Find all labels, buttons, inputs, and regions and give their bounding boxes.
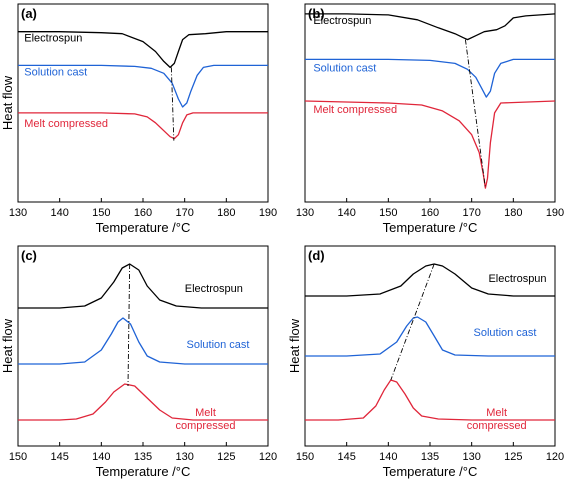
x-tick-label: 130: [296, 207, 314, 219]
x-axis-label: Temperature /°C: [383, 220, 478, 235]
series-line-solution-cast: [18, 317, 268, 365]
series-line-melt-compressed: [305, 379, 555, 421]
x-tick-label: 180: [217, 207, 235, 219]
series-line-melt-compressed: [304, 100, 556, 189]
series-label: Electrospun: [313, 15, 371, 27]
series-line-melt-compressed: [18, 112, 268, 140]
x-tick-label: 170: [175, 207, 193, 219]
series-label: Solution cast: [24, 66, 87, 78]
x-tick-label: 150: [296, 451, 314, 463]
x-tick-label: 140: [92, 451, 110, 463]
series-label: Melt compressed: [467, 407, 527, 432]
x-tick-label: 130: [462, 451, 480, 463]
peak-guide-line: [127, 263, 131, 387]
peak-guide-line: [170, 67, 175, 141]
x-axis-label: Temperature /°C: [96, 220, 191, 235]
x-tick-label: 160: [134, 207, 152, 219]
series-line-electrospun: [18, 31, 268, 69]
series-label: Electrospun: [185, 283, 243, 295]
series-label: Melt compressed: [24, 118, 108, 130]
x-tick-label: 160: [421, 207, 439, 219]
series-label: Solution cast: [474, 327, 537, 339]
series-line-solution-cast: [18, 64, 268, 108]
x-tick-label: 190: [546, 207, 564, 219]
series-label: Melt compressed: [176, 407, 236, 432]
x-tick-label: 140: [50, 207, 68, 219]
x-tick-label: 150: [92, 207, 110, 219]
panel-d: 150 145 140 135 130 125 120 Temperature /°C Heat…: [287, 245, 564, 479]
x-axis-label: Temperature /°C: [383, 464, 478, 479]
x-tick-label: 120: [259, 451, 277, 463]
peak-guide-line: [464, 39, 486, 189]
panel-a: 130 140 150 160 170 180 190 Temperature /°C Heat…: [0, 3, 277, 235]
x-tick-label: 180: [504, 207, 522, 219]
x-tick-label: 145: [50, 451, 68, 463]
series-line-solution-cast: [305, 58, 555, 98]
x-tick-label: 130: [175, 451, 193, 463]
y-axis-label: Heat flow: [0, 318, 15, 373]
x-tick-label: 135: [421, 451, 439, 463]
x-tick-label: 150: [9, 451, 27, 463]
x-tick-label: 140: [379, 451, 397, 463]
x-tick-label: 125: [504, 451, 522, 463]
y-axis-label: Heat flow: [287, 318, 302, 373]
series-label: Solution cast: [313, 62, 376, 74]
series-label: Electrospun: [488, 273, 546, 285]
x-tick-label: 135: [134, 451, 152, 463]
x-tick-label: 145: [337, 451, 355, 463]
series-line-electrospun: [305, 263, 555, 297]
series-line-melt-compressed: [18, 383, 268, 421]
x-tick-label: 120: [546, 451, 564, 463]
x-tick-label: 190: [259, 207, 277, 219]
y-axis-label: Heat flow: [0, 75, 15, 130]
x-tick-label: 130: [9, 207, 27, 219]
x-axis-label: Temperature /°C: [96, 464, 191, 479]
series-label: Solution cast: [187, 339, 250, 351]
x-tick-label: 170: [462, 207, 480, 219]
series-line-solution-cast: [305, 316, 555, 357]
peak-guide-line: [390, 263, 435, 381]
panel-label: (c): [21, 248, 37, 263]
x-tick-label: 140: [337, 207, 355, 219]
panel-c: 150 145 140 135 130 125 120 Temperature /°C Heat…: [0, 245, 277, 479]
series-line-electrospun: [305, 13, 556, 41]
series-label: Electrospun: [24, 33, 82, 45]
x-tick-label: 150: [379, 207, 397, 219]
panel-label: (d): [308, 248, 325, 263]
panel-label: (a): [21, 6, 37, 21]
x-tick-label: 125: [217, 451, 235, 463]
series-line-electrospun: [18, 263, 268, 309]
series-label: Melt compressed: [313, 104, 397, 116]
